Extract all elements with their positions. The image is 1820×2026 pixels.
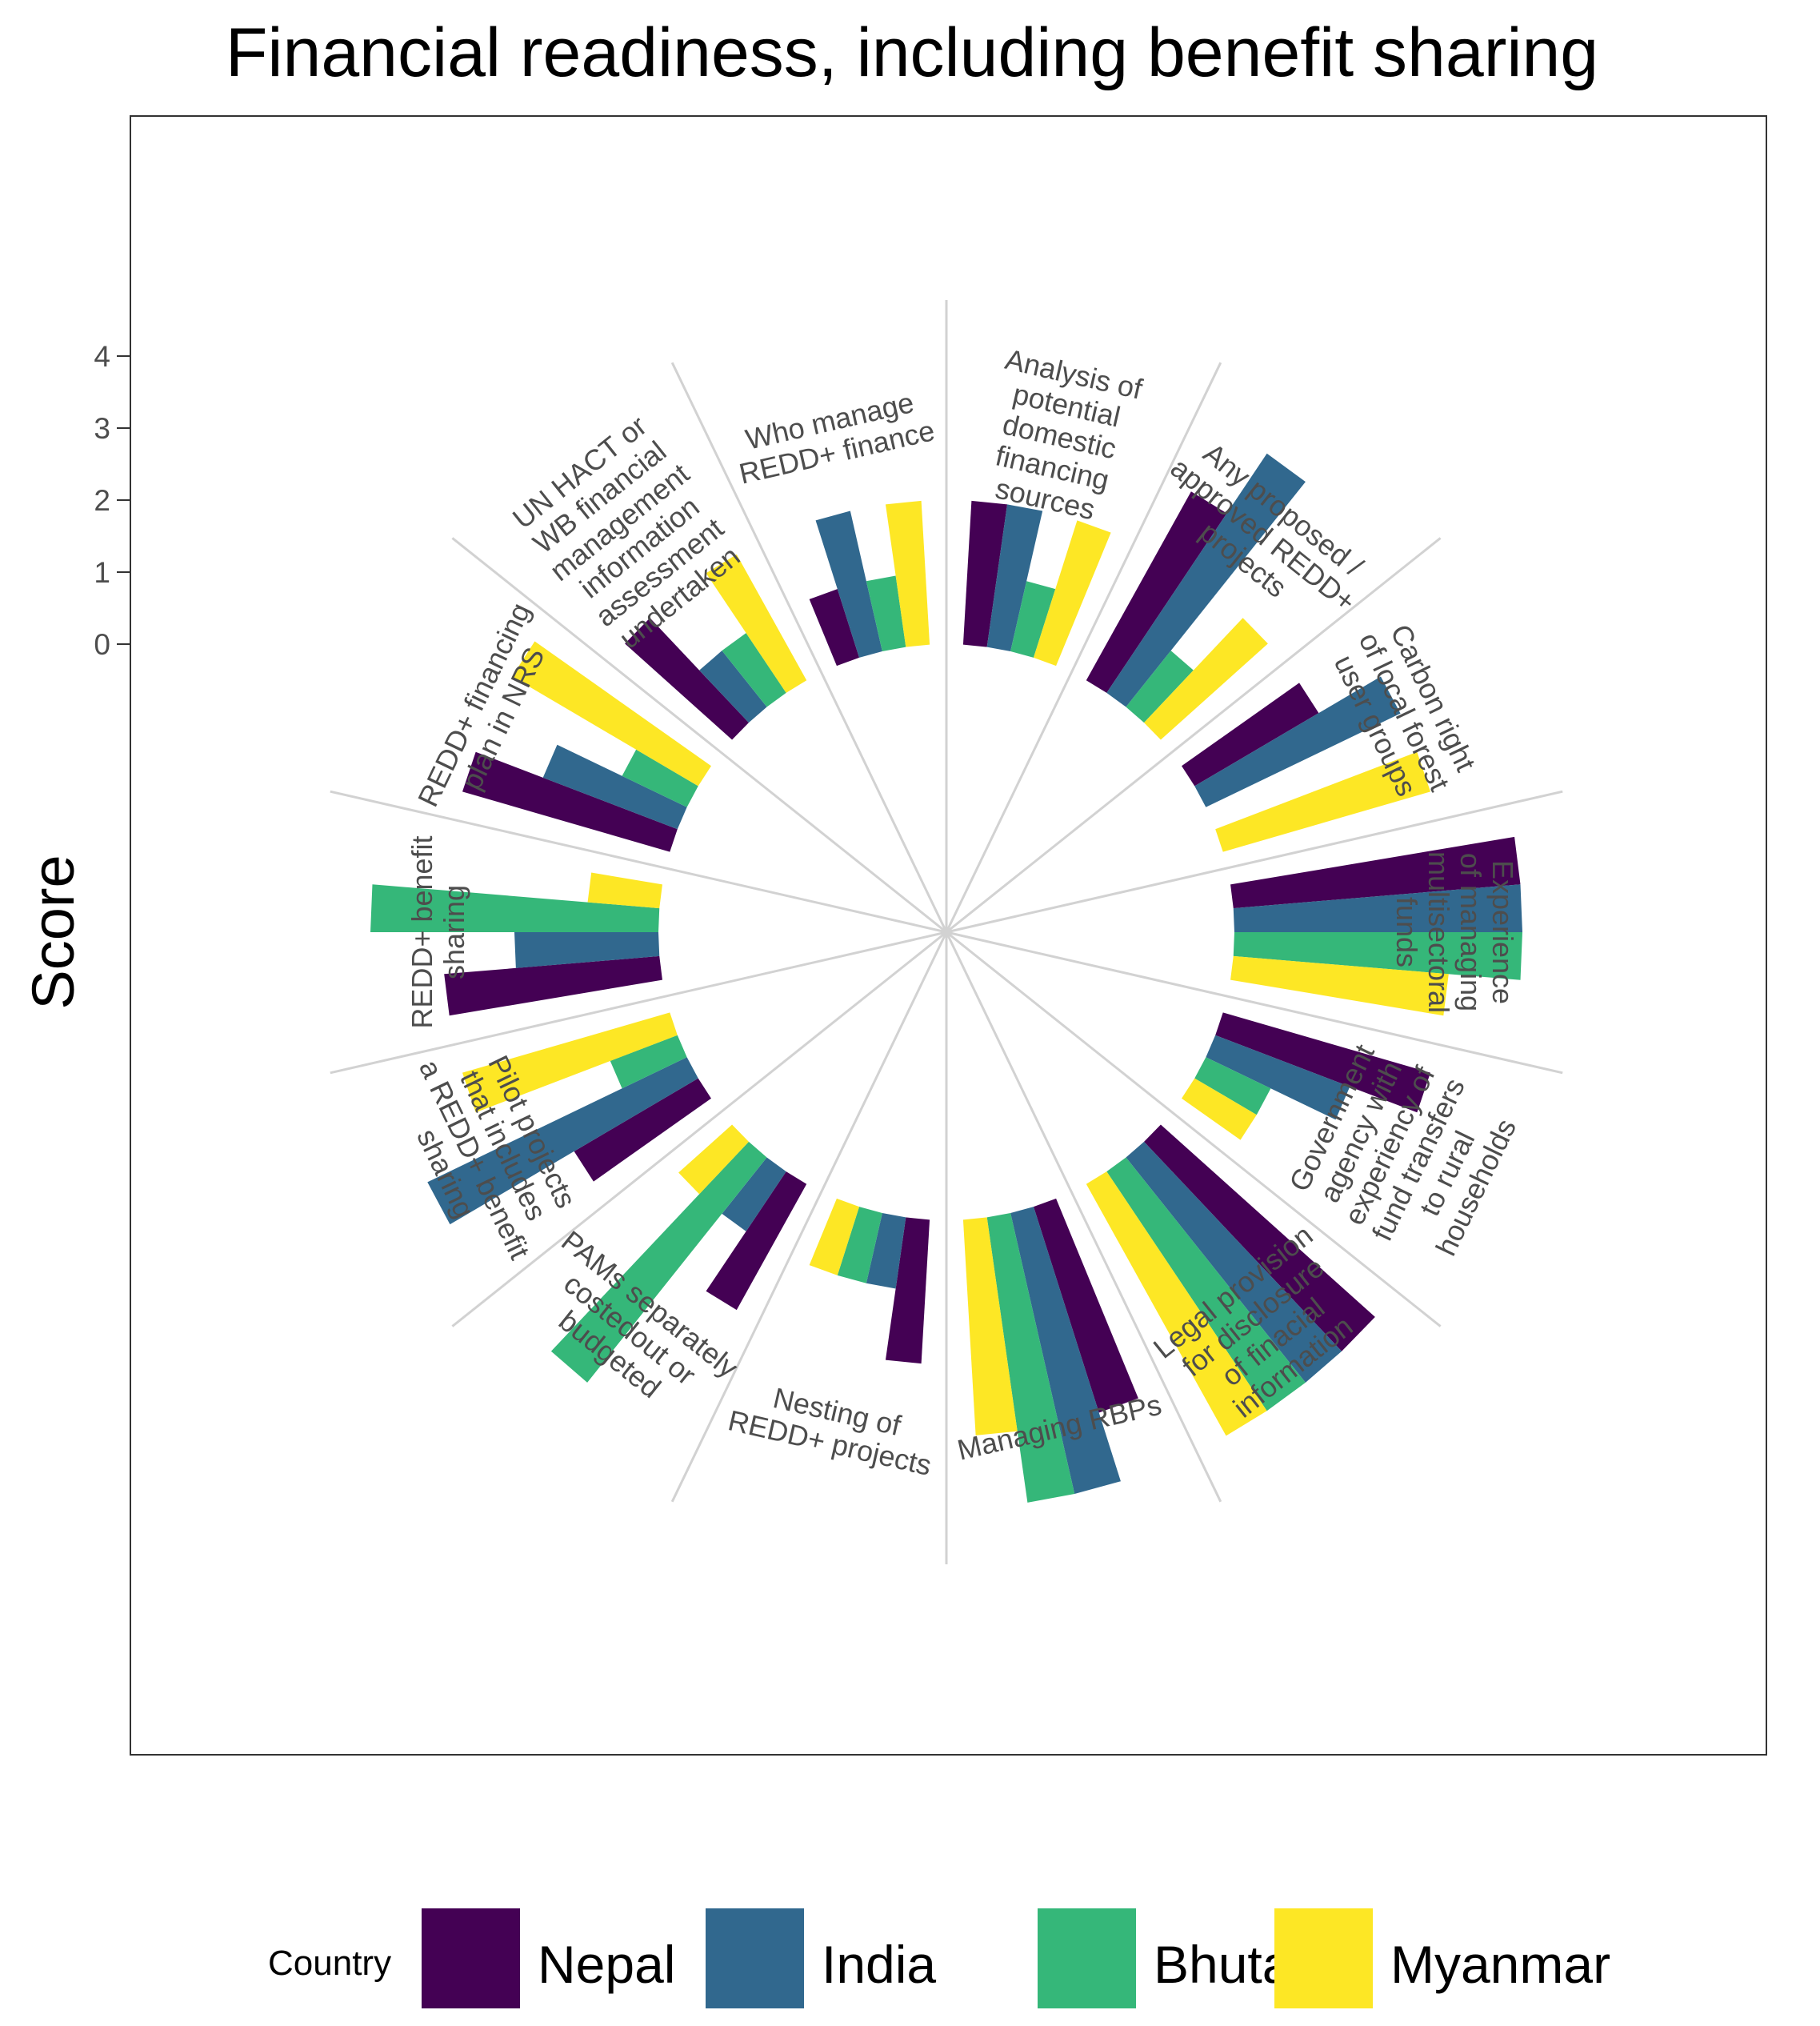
bar-india-13 <box>699 651 767 723</box>
gridline <box>946 790 1563 934</box>
bar-nepal-4 <box>1230 836 1521 909</box>
bar-india-2 <box>1106 453 1306 707</box>
gridline <box>330 931 947 1075</box>
gridline <box>330 790 947 934</box>
bar-myanmar-7 <box>962 1217 1018 1435</box>
y-tick-label: 3 <box>94 412 110 445</box>
bar-myanmar-11 <box>587 872 662 909</box>
gridline <box>946 931 1442 1327</box>
legend-key-bhutan <box>1038 1908 1136 2008</box>
bar-nepal-10 <box>574 1078 711 1182</box>
bar-nepal-9 <box>706 1171 807 1311</box>
bar-bhutan-10 <box>610 1035 687 1089</box>
legend-label-nepal: Nepal <box>538 1935 675 1994</box>
bar-myanmar-3 <box>1215 751 1431 852</box>
legend-key-nepal <box>422 1908 520 2008</box>
category-label-line: Experience <box>1486 860 1519 1004</box>
bar-nepal-5 <box>1215 1012 1431 1113</box>
gridline <box>946 931 1563 1075</box>
gridline <box>451 931 947 1327</box>
category-label: REDD+ benefitsharing <box>406 835 470 1028</box>
bar-bhutan-14 <box>866 575 906 652</box>
bar-nepal-12 <box>462 751 678 852</box>
bar-myanmar-12 <box>512 641 711 787</box>
bar-nepal-8 <box>885 1217 930 1364</box>
bar-india-5 <box>1206 1035 1350 1120</box>
bar-bhutan-13 <box>722 633 786 707</box>
bar-bhutan-5 <box>1194 1057 1271 1115</box>
y-tick-label: 2 <box>94 484 110 517</box>
y-axis-ticks: 0 1 2 3 4 <box>94 340 130 661</box>
bar-bhutan-4 <box>1233 932 1522 980</box>
gridline <box>670 362 948 933</box>
bar-bhutan-7 <box>986 1212 1075 1503</box>
bar-bhutan-2 <box>1126 651 1194 723</box>
bar-india-9 <box>722 1157 786 1231</box>
legend-key-india <box>706 1908 804 2008</box>
gridline <box>670 931 948 1503</box>
bar-nepal-1 <box>962 500 1008 647</box>
gridline <box>945 931 1222 1503</box>
legend: Country Nepal India Bhutan Myanmar <box>268 1908 1610 2008</box>
bar-nepal-7 <box>1033 1198 1138 1413</box>
bars <box>370 453 1522 1503</box>
bar-nepal-2 <box>1086 491 1227 693</box>
radial-gridlines <box>330 300 1563 1564</box>
gridline <box>945 362 1222 933</box>
bar-nepal-6 <box>1144 1124 1375 1351</box>
bar-nepal-3 <box>1182 683 1319 787</box>
bar-bhutan-9 <box>550 1141 767 1383</box>
category-label-line: of managing <box>1454 853 1487 1011</box>
y-axis-title: Score <box>20 855 86 1009</box>
bar-india-14 <box>815 511 882 658</box>
category-label-line: REDD+ benefit <box>406 835 438 1028</box>
bar-myanmar-10 <box>462 1012 678 1113</box>
y-tick-label: 4 <box>94 340 110 373</box>
bar-bhutan-12 <box>622 749 698 807</box>
bar-bhutan-1 <box>1010 581 1056 658</box>
y-tick-label: 1 <box>94 556 110 589</box>
bar-myanmar-5 <box>1182 1078 1257 1140</box>
bar-myanmar-9 <box>678 1124 749 1195</box>
bar-india-1 <box>986 504 1043 652</box>
bar-nepal-14 <box>809 589 860 667</box>
bar-myanmar-4 <box>1230 955 1449 1016</box>
bar-india-6 <box>1126 1141 1342 1383</box>
bar-india-8 <box>866 1212 906 1289</box>
bar-myanmar-6 <box>1086 1171 1267 1436</box>
bar-bhutan-11 <box>370 884 660 932</box>
category-label: Experienceof managingmultisectoralfunds <box>1390 851 1519 1013</box>
chart-title: Financial readiness, including benefit s… <box>226 14 1598 91</box>
bar-india-10 <box>427 1057 698 1225</box>
legend-label-india: India <box>822 1935 936 1994</box>
gridline <box>946 537 1442 934</box>
category-label-line: multisectoral <box>1422 851 1455 1013</box>
category-label-line: funds <box>1390 897 1423 967</box>
y-tick-label: 0 <box>94 628 110 661</box>
bar-nepal-13 <box>625 618 749 740</box>
bar-bhutan-8 <box>837 1207 882 1283</box>
bar-myanmar-13 <box>706 554 807 693</box>
bar-india-7 <box>1010 1207 1121 1494</box>
category-label: Pilot projectsthat includesa REDD+ benef… <box>384 1027 594 1278</box>
legend-title: Country <box>268 1944 391 1983</box>
bar-india-3 <box>1194 676 1401 807</box>
bar-india-12 <box>542 744 687 830</box>
bar-myanmar-14 <box>885 500 930 647</box>
bar-bhutan-6 <box>1106 1157 1306 1411</box>
bar-myanmar-1 <box>1033 520 1111 667</box>
legend-label-myanmar: Myanmar <box>1390 1935 1610 1994</box>
gridline <box>451 537 947 934</box>
bar-nepal-11 <box>444 955 662 1016</box>
bar-india-4 <box>1233 884 1522 932</box>
bar-myanmar-8 <box>809 1198 860 1275</box>
category-label-line: sharing <box>438 885 470 979</box>
legend-key-myanmar <box>1274 1908 1373 2008</box>
bar-myanmar-2 <box>1144 618 1268 740</box>
bar-india-11 <box>514 932 660 968</box>
